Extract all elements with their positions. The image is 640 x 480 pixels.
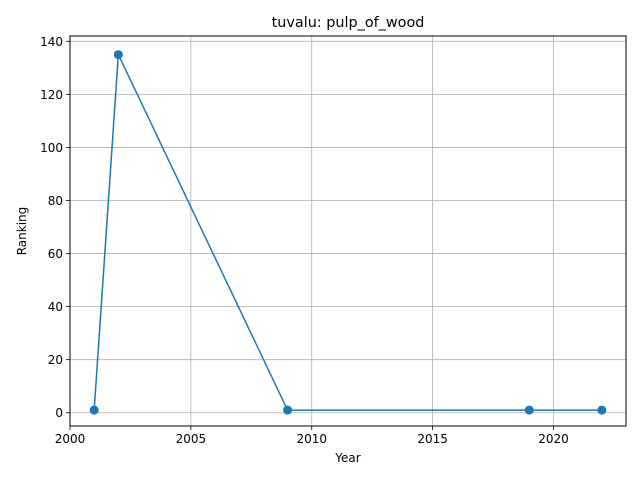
ticks: 2000 2005 2010 2015 2020 0 20 40 60 80 100 120 140 [40, 35, 569, 446]
y-tick-label: 100 [40, 141, 63, 155]
chart-title: tuvalu: pulp_of_wood [272, 15, 425, 31]
y-tick-label: 60 [48, 247, 63, 261]
x-tick-label: 2000 [55, 432, 86, 446]
y-tick-label: 40 [48, 300, 63, 314]
x-tick-label: 2005 [176, 432, 207, 446]
x-tick-label: 2020 [538, 432, 569, 446]
y-axis-label: Ranking [15, 207, 29, 256]
y-tick-label: 20 [48, 353, 63, 367]
x-tick-label: 2010 [296, 432, 327, 446]
data-point [113, 50, 123, 60]
y-tick-label: 0 [55, 406, 63, 420]
data-point [524, 405, 534, 415]
grid [69, 36, 626, 426]
data-point [89, 405, 99, 415]
x-axis-label: Year [334, 451, 360, 465]
series-layer [89, 50, 607, 415]
data-point [597, 405, 607, 415]
plot-frame [69, 35, 627, 427]
series-line [93, 53, 602, 411]
y-tick-label: 140 [40, 35, 63, 49]
y-tick-label: 120 [40, 88, 63, 102]
y-tick-label: 80 [48, 194, 63, 208]
data-point [283, 405, 293, 415]
x-tick-label: 2015 [417, 432, 448, 446]
